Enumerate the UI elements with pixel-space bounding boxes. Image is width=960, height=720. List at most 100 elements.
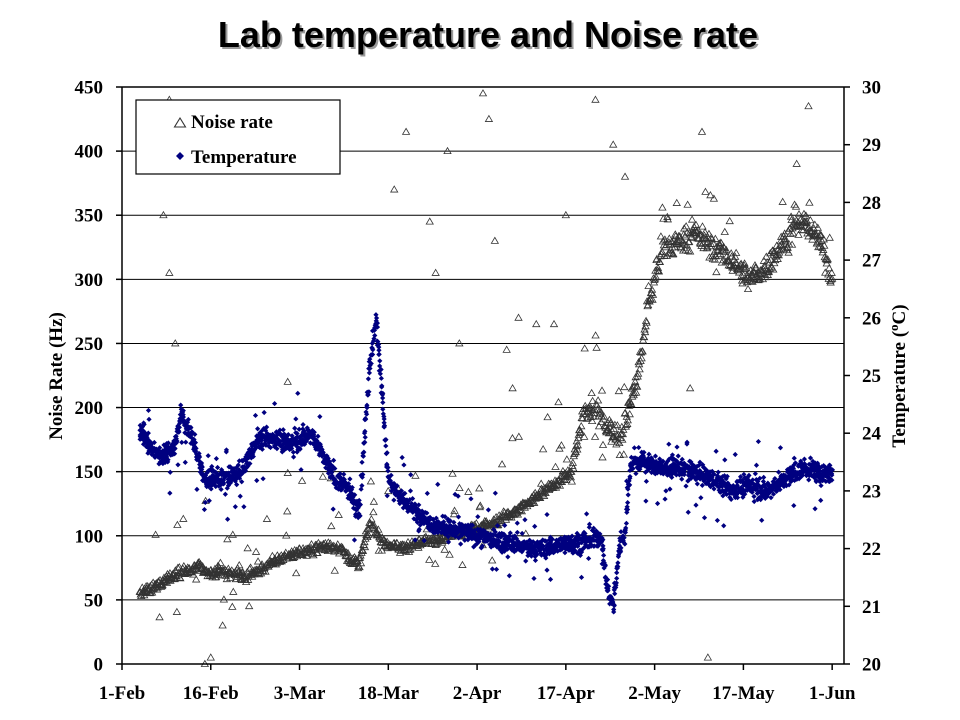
temperature-point [755, 438, 762, 445]
noise-rate-outlier [591, 95, 600, 103]
temperature-point [259, 446, 265, 452]
noise-rate-point [543, 412, 552, 421]
noise-rate-point [683, 246, 693, 254]
noise-rate-point [730, 252, 740, 260]
temperature-point [548, 539, 554, 545]
noise-rate-point [476, 501, 485, 509]
temperature-point [640, 458, 646, 464]
temperature-point [193, 445, 199, 451]
temperature-point [157, 445, 163, 451]
y-left-axis-ticks: 0 50 100 150 200 250 300 350 400 450 [75, 78, 122, 676]
noise-rate-point [176, 574, 185, 582]
temperature-point [292, 425, 298, 431]
temperature-point [192, 440, 199, 446]
temperature-point [139, 424, 146, 430]
noise-rate-point [685, 247, 695, 255]
temperature-point [669, 454, 675, 460]
noise-rate-point [327, 521, 336, 530]
temperature-point [660, 458, 666, 464]
temperature-point [571, 549, 577, 555]
temperature-point [416, 507, 422, 513]
noise-rate-point [698, 222, 707, 230]
noise-rate-point [562, 455, 572, 463]
noise-rate-point [598, 440, 608, 448]
temperature-point [792, 460, 799, 466]
temperature-point [585, 555, 592, 562]
noise-rate-point [334, 510, 343, 518]
noise-rate-point [788, 229, 798, 237]
noise-rate-point [591, 400, 601, 408]
noise-rate-point [578, 414, 587, 422]
temperature-point [679, 476, 685, 482]
temperature-point [365, 392, 371, 398]
temperature-point [308, 430, 315, 436]
temperature-point [790, 473, 796, 480]
temperature-point [411, 516, 417, 522]
noise-rate-point [497, 460, 507, 468]
noise-rate-point [657, 247, 667, 255]
noise-rate-outlier [549, 319, 559, 328]
noise-rate-point [805, 198, 814, 206]
temperature-point [189, 431, 195, 437]
temperature-point [806, 477, 812, 483]
noise-rate-point [241, 577, 251, 586]
noise-rate-point [411, 471, 420, 479]
noise-rate-point [555, 481, 565, 489]
temperature-point [600, 537, 606, 543]
noise-rate-point [472, 519, 481, 527]
noise-rate-point [214, 562, 224, 570]
noise-rate-point [189, 570, 198, 578]
noise-rate-point [607, 426, 617, 434]
noise-rate-point [709, 239, 718, 247]
temperature-point [145, 450, 151, 456]
temperature-point [277, 427, 283, 433]
y-right-axis-ticks: 20 21 22 23 24 25 26 27 28 29 30 [844, 78, 882, 676]
temperature-point [511, 549, 517, 555]
temperature-point [377, 358, 383, 364]
temperature-point [317, 441, 323, 447]
temperature-point [225, 516, 231, 522]
temperature-point [269, 437, 275, 443]
noise-rate-point [720, 227, 729, 235]
noise-rate-point [377, 546, 386, 554]
y-right-tick-label: 25 [862, 366, 881, 387]
temperature-point [755, 478, 761, 485]
temperature-point [363, 416, 369, 422]
temperature-point [330, 464, 336, 470]
temperature-point [364, 402, 370, 408]
temperature-point [816, 466, 822, 472]
temperature-point [827, 462, 833, 468]
temperature-point [281, 447, 287, 453]
temperature-point [829, 467, 836, 473]
temperature-point [426, 517, 432, 524]
temperature-point [293, 416, 299, 422]
noise-rate-point [244, 601, 254, 610]
noise-rate-point [812, 231, 821, 239]
temperature-point [628, 454, 634, 460]
noise-rate-point [365, 518, 374, 526]
noise-rate-point [425, 555, 434, 563]
temperature-point [185, 416, 191, 423]
temperature-point [409, 500, 415, 507]
temperature-point [538, 552, 545, 558]
temperature-point [689, 469, 695, 475]
temperature-point [392, 490, 398, 496]
noise-rate-point [179, 514, 188, 522]
temperature-point [636, 444, 642, 451]
temperature-point [460, 531, 466, 538]
noise-rate-point [356, 551, 365, 559]
temperature-point [798, 460, 804, 466]
temperature-point [801, 456, 808, 462]
temperature-point [614, 563, 620, 570]
noise-rate-point [729, 261, 738, 269]
temperature-point [222, 491, 228, 497]
temperature-point [514, 529, 520, 536]
temperature-point [381, 413, 387, 420]
temperature-point [493, 566, 500, 572]
noise-rate-point [709, 194, 719, 202]
temperature-point [438, 520, 445, 527]
temperature-point [764, 492, 770, 498]
temperature-point [715, 469, 721, 475]
temperature-point [245, 463, 251, 469]
temperature-point [494, 523, 501, 529]
